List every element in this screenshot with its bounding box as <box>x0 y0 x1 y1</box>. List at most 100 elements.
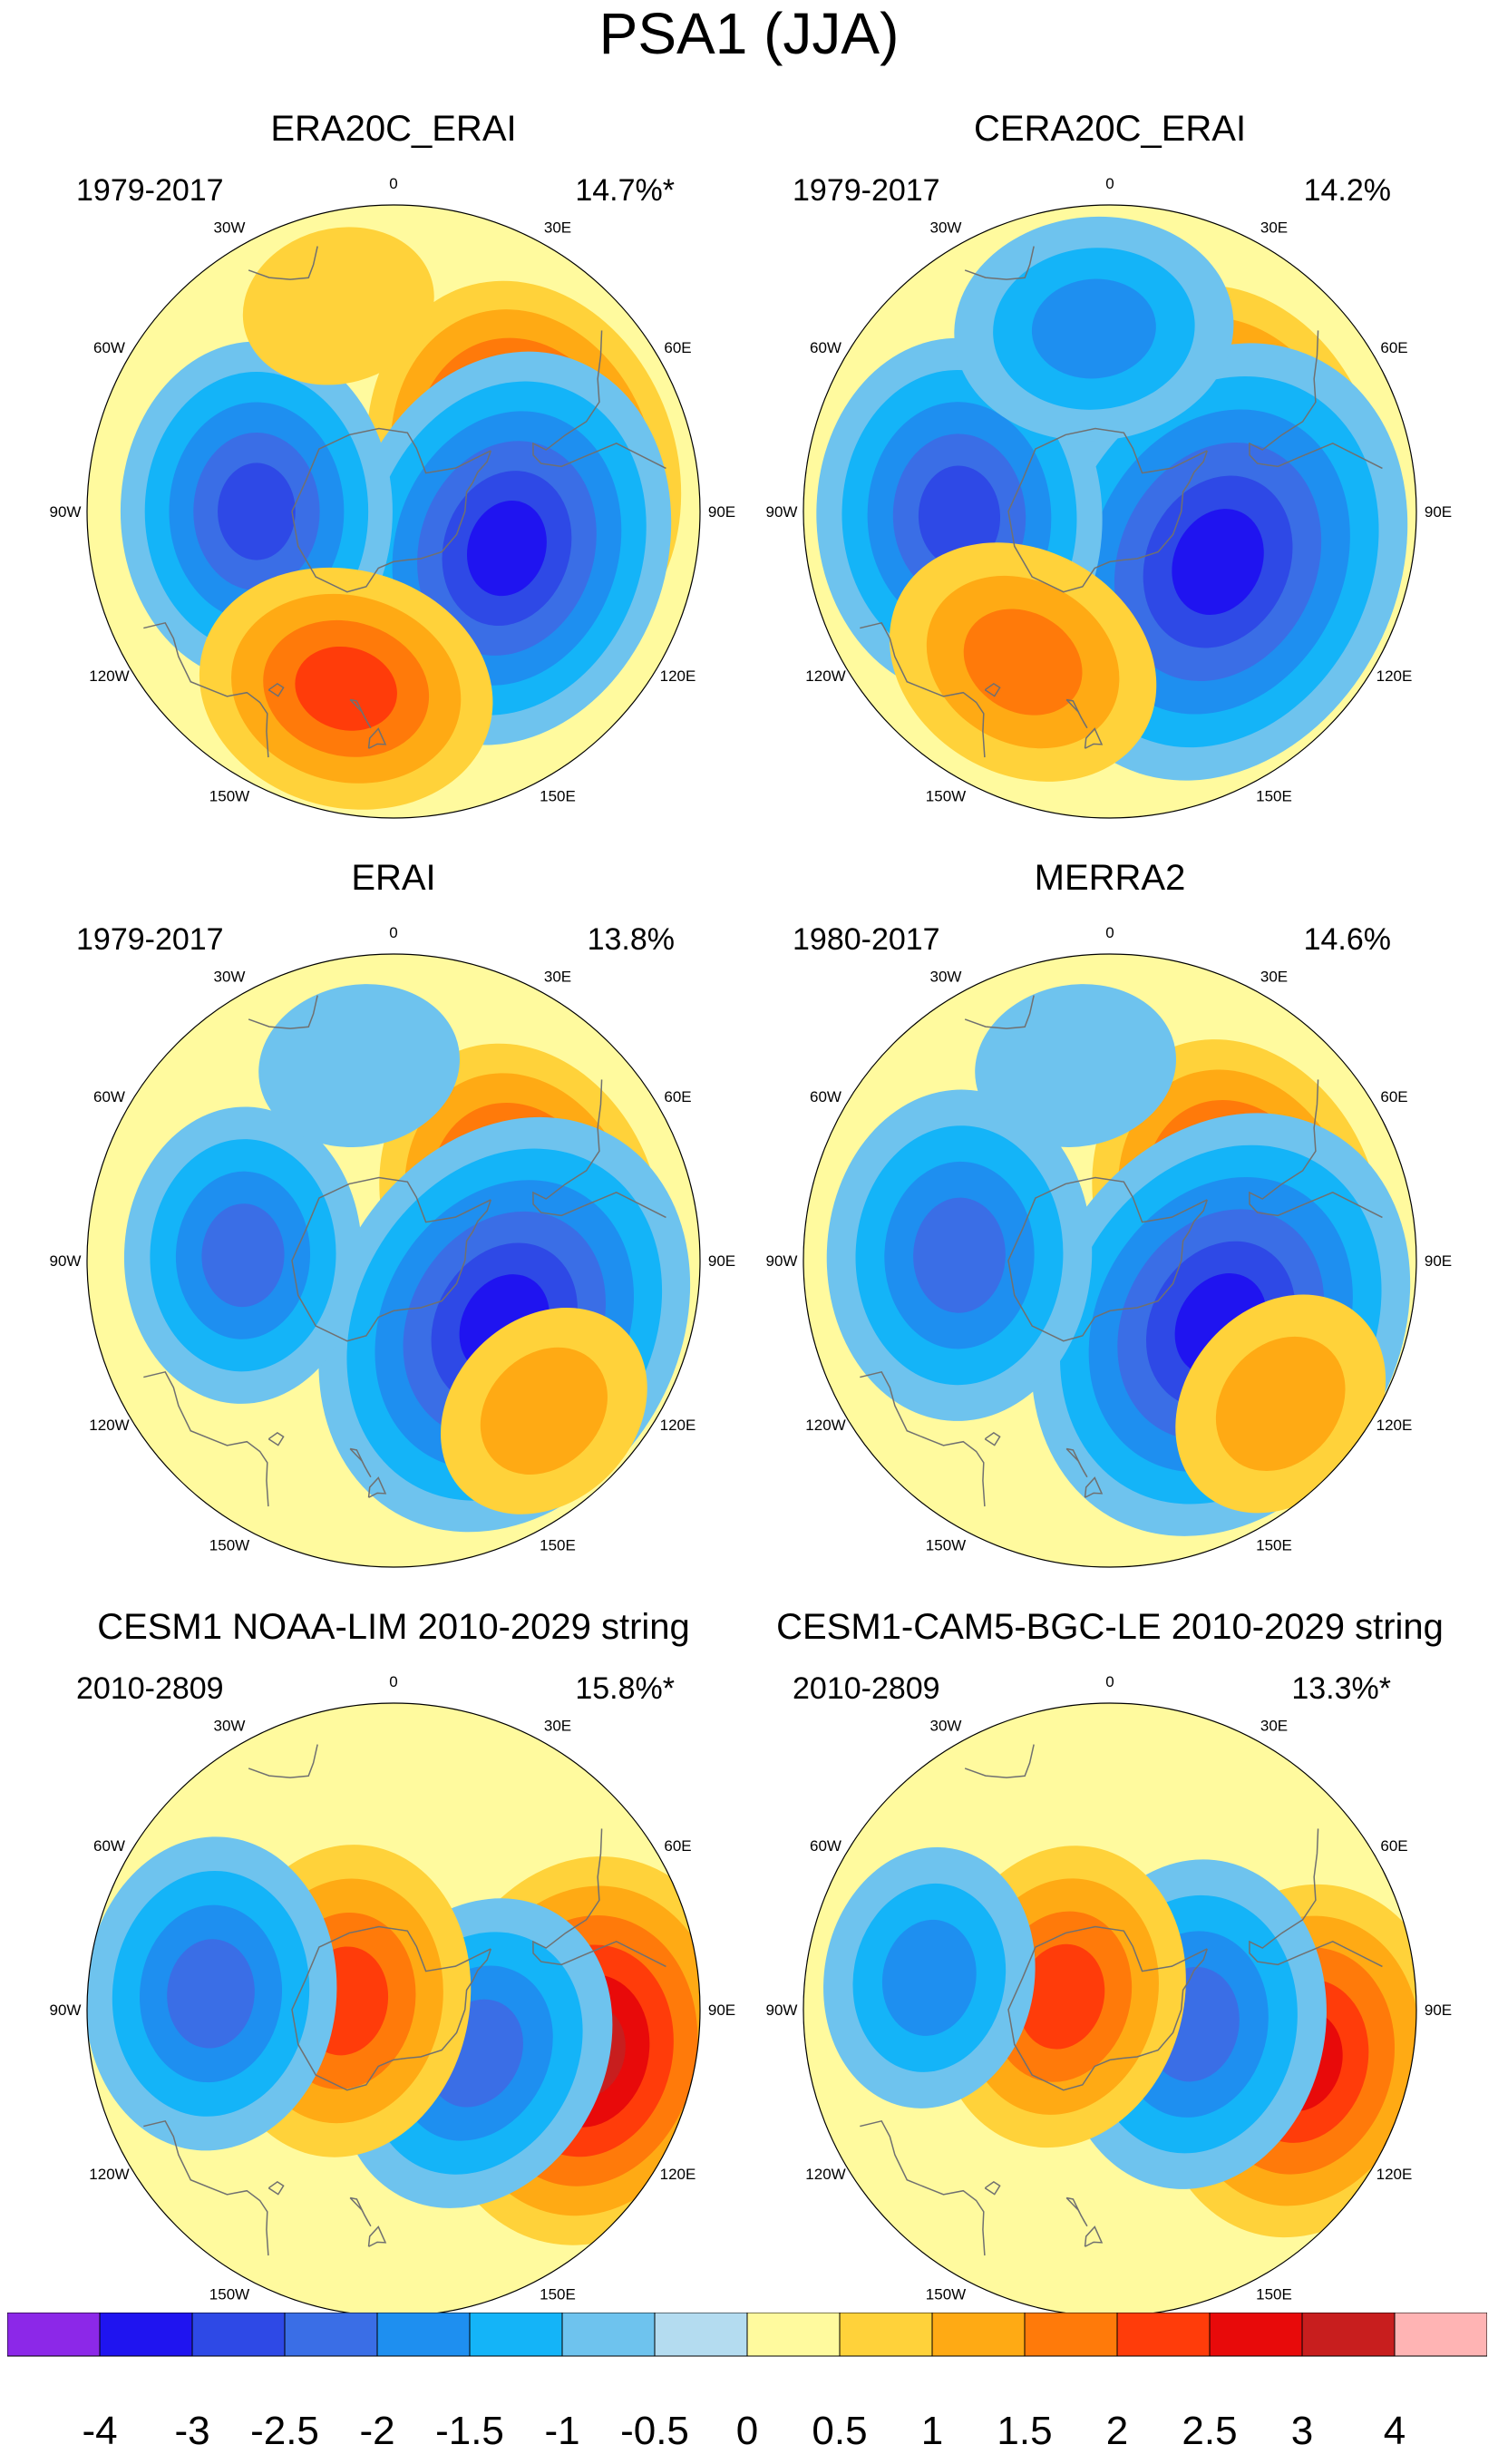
map-panel-cesm1-noaa-lim: 030E60E90E120E150E180150W120W90W60W30W C… <box>40 1605 747 2331</box>
contour-level <box>881 1919 977 2036</box>
contour-level <box>480 1347 608 1475</box>
colorbar-tick-label: 0 <box>735 2409 759 2453</box>
longitude-label: 120W <box>89 2166 129 2183</box>
longitude-label: 90E <box>1425 1252 1452 1270</box>
coastline-antarctica <box>291 1176 491 1342</box>
coastline-nz_north <box>367 727 387 749</box>
map-panel-merra2: 0 30E 60E 90E 120E 150E 180 150W 120W 90W 60W 30W M… <box>756 856 1464 1582</box>
contour-level <box>913 1197 1006 1313</box>
panel-title: CESM1-CAM5-BGC-LE 2010-2029 string <box>776 1607 1444 1647</box>
panel-variance: 14.2% <box>1303 173 1391 208</box>
colorbar-swatch <box>561 2312 656 2357</box>
longitude-label: 60E <box>1380 1837 1407 1855</box>
coastline-africa <box>964 1744 1035 1778</box>
anomaly-center <box>123 1106 363 1404</box>
longitude-label: 120W <box>805 1417 845 1434</box>
colorbar-swatch <box>1024 2312 1118 2357</box>
anomaly-field <box>803 954 1416 1567</box>
coastline-africa <box>248 1744 318 1778</box>
colorbar-tick-label: -2 <box>359 2409 395 2453</box>
coastline-antarctica <box>1007 1176 1208 1342</box>
colorbar-tick-label: 2.5 <box>1182 2409 1238 2453</box>
coastline-tasmania <box>984 683 1001 697</box>
coastline-antarctica <box>291 427 491 593</box>
panel-variance: 13.3%* <box>1291 1671 1391 1706</box>
coastline-nz_south <box>1065 1447 1088 1478</box>
polar-map-svg: 030E60E90E120E150E180150W120W90W60W30W <box>50 1673 736 2331</box>
longitude-label: 150W <box>209 788 249 805</box>
panel-period: 1980-2017 <box>793 922 940 957</box>
longitude-label: 90W <box>766 2001 798 2019</box>
panel-period: 1979-2017 <box>76 173 224 208</box>
longitude-label: 120W <box>89 667 129 685</box>
coastline-antarctica <box>291 1925 491 2091</box>
polar-map-svg: 030E60E90E120E150E180150W120W90W60W30W <box>766 1673 1453 2331</box>
panel-period: 2010-2809 <box>76 1671 224 1706</box>
longitude-label: 90E <box>708 1252 735 1270</box>
map-border <box>802 204 1417 819</box>
coastline-samerica <box>1249 1828 1383 1968</box>
colorbar-swatch <box>931 2312 1026 2357</box>
contour-level <box>295 646 397 731</box>
colorbar-swatch <box>1394 2312 1488 2357</box>
coastline-samerica <box>532 330 666 470</box>
longitude-label: 150W <box>926 1537 966 1554</box>
panel-period: 1979-2017 <box>793 173 940 208</box>
panel-title: MERRA2 <box>1034 858 1186 898</box>
longitude-label: 150E <box>540 788 576 805</box>
figure-title: PSA1 (JJA) <box>598 1 900 66</box>
colorbar-swatch <box>1116 2312 1211 2357</box>
panel-title: ERA20C_ERAI <box>270 109 517 149</box>
contour-level <box>466 501 547 597</box>
contour-level <box>1172 509 1264 615</box>
longitude-label: 90E <box>708 503 735 521</box>
longitude-label: 120E <box>1376 1417 1413 1434</box>
coastline-antarctica <box>1007 427 1208 593</box>
map-border <box>802 953 1417 1568</box>
longitude-label: 30W <box>930 1717 962 1734</box>
contour-level <box>1215 1336 1346 1472</box>
polar-map-svg: 030E60E90E120E150E180150W120W90W60W30W <box>766 924 1453 1582</box>
coastline-australia <box>860 2119 986 2256</box>
panel-period: 2010-2809 <box>793 1671 940 1706</box>
colorbar-tick-label: -1 <box>544 2409 580 2453</box>
contour-level <box>1017 1943 1105 2050</box>
contour-level <box>201 1203 285 1308</box>
longitude-label: 60E <box>1380 339 1407 356</box>
longitude-label: 0 <box>1105 175 1114 192</box>
longitude-label: 60E <box>664 1837 691 1855</box>
coastline-samerica <box>532 1828 666 1968</box>
polar-map-svg: 030E60E90E120E150E180150W120W90W60W30W <box>50 175 736 833</box>
colorbar-swatch <box>1209 2312 1303 2357</box>
anomaly-field <box>87 1703 700 2316</box>
longitude-label: 90W <box>50 503 82 521</box>
coastline-tasmania <box>268 1432 285 1446</box>
colorbar-tick-label: 3 <box>1290 2409 1314 2453</box>
panel-variance: 14.7%* <box>575 173 675 208</box>
coastline-samerica <box>1249 330 1383 470</box>
coastline-tasmania <box>984 2181 1001 2196</box>
coastline-nz_south <box>1065 698 1088 729</box>
colorbar-tick-label: 1 <box>920 2409 944 2453</box>
longitude-label: 120W <box>89 1417 129 1434</box>
colorbar-tick-label: -1.5 <box>435 2409 504 2453</box>
longitude-label: 120E <box>1376 2166 1413 2183</box>
panel-variance: 13.8% <box>587 922 675 957</box>
longitude-label: 30W <box>930 968 962 985</box>
anomaly-field <box>803 205 1416 818</box>
colorbar-tick-label: -2.5 <box>250 2409 319 2453</box>
longitude-label: 90E <box>1425 2001 1452 2019</box>
longitude-label: 150E <box>540 2286 576 2303</box>
polar-map-svg: 030E60E90E120E150E180150W120W90W60W30W <box>766 175 1453 833</box>
longitude-label: 150W <box>209 1537 249 1554</box>
coastline-africa <box>964 246 1035 280</box>
anomaly-center <box>87 1836 337 2151</box>
panel-variance: 15.8%* <box>575 1671 675 1706</box>
longitude-label: 0 <box>1105 1673 1114 1690</box>
map-panel-erai: 0 30E 60E 90E 120E 150E 180 150W 120W 90W 60W 30W E… <box>40 856 747 1582</box>
longitude-label: 60W <box>810 1837 841 1855</box>
longitude-label: 30W <box>214 1717 246 1734</box>
colorbar-svg <box>6 2312 1488 2357</box>
coastline-nz_south <box>349 1447 372 1478</box>
anomaly-center <box>826 1089 1093 1421</box>
